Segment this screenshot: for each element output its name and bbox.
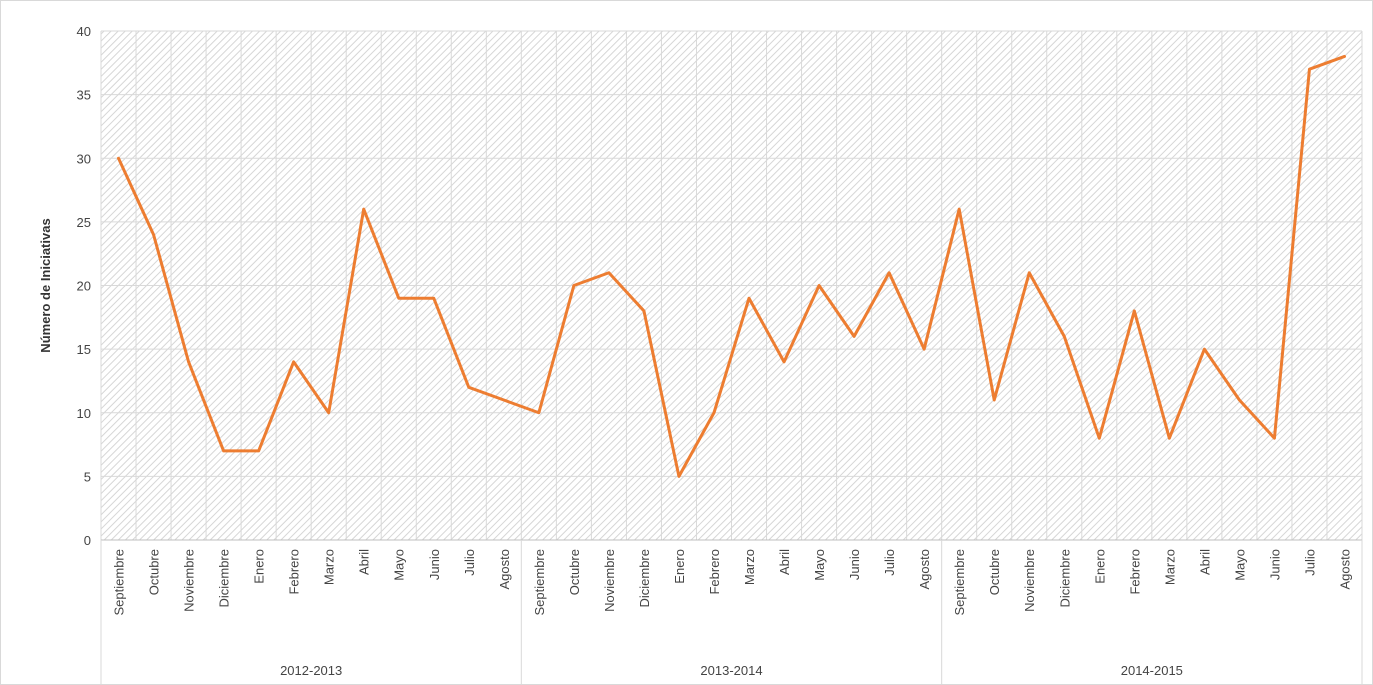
data-point xyxy=(117,157,120,160)
x-category-label: Abril xyxy=(777,549,792,575)
data-point xyxy=(152,233,155,236)
data-point xyxy=(888,271,891,274)
x-category-label: Enero xyxy=(672,549,687,584)
data-point xyxy=(748,297,751,300)
x-category-label: Agosto xyxy=(917,549,932,589)
data-point xyxy=(923,348,926,351)
series-line xyxy=(117,54,1346,478)
x-category-label: Julio xyxy=(1302,549,1317,576)
x-category-label: Febrero xyxy=(287,549,302,595)
y-tick-label: 10 xyxy=(77,406,91,421)
data-point xyxy=(1063,335,1066,338)
x-category-label: Marzo xyxy=(742,549,757,585)
data-point xyxy=(432,297,435,300)
x-group-label: 2014-2015 xyxy=(1121,663,1183,678)
data-point xyxy=(958,208,961,211)
data-point xyxy=(1273,437,1276,440)
x-category-label: Octubre xyxy=(147,549,162,595)
y-tick-label: 0 xyxy=(84,533,91,548)
x-category-label: Octubre xyxy=(987,549,1002,595)
data-point xyxy=(818,284,821,287)
x-category-label: Septiembre xyxy=(952,549,967,615)
data-point xyxy=(993,399,996,402)
x-category-label: Julio xyxy=(462,549,477,576)
y-tick-label: 35 xyxy=(77,88,91,103)
data-point xyxy=(502,399,505,402)
x-category-label: Marzo xyxy=(322,549,337,585)
x-category-label: Agosto xyxy=(1337,549,1352,589)
x-category-label: Febrero xyxy=(1127,549,1142,595)
y-tick-label: 25 xyxy=(77,215,91,230)
x-category-label: Abril xyxy=(1197,549,1212,575)
data-point xyxy=(642,309,645,312)
x-category-label: Diciembre xyxy=(1057,549,1072,608)
data-point xyxy=(222,449,225,452)
data-point xyxy=(327,411,330,414)
y-tick-label: 15 xyxy=(77,342,91,357)
data-point xyxy=(677,475,680,478)
x-category-label: Enero xyxy=(1092,549,1107,584)
x-category-label: Noviembre xyxy=(1022,549,1037,612)
y-axis-title: Número de Iniciativas xyxy=(38,218,53,352)
x-category-label: Noviembre xyxy=(182,549,197,612)
x-category-label: Marzo xyxy=(1162,549,1177,585)
data-point xyxy=(257,449,260,452)
x-category-label: Junio xyxy=(847,549,862,580)
data-point xyxy=(537,411,540,414)
x-category-label: Agosto xyxy=(497,549,512,589)
data-point xyxy=(712,411,715,414)
x-category-label: Mayo xyxy=(812,549,827,581)
x-category-label: Septiembre xyxy=(532,549,547,615)
x-category-label: Octubre xyxy=(567,549,582,595)
data-point xyxy=(1308,68,1311,71)
data-point xyxy=(1238,399,1241,402)
x-category-label: Abril xyxy=(357,549,372,575)
data-point xyxy=(467,386,470,389)
data-point xyxy=(1168,437,1171,440)
data-point xyxy=(572,284,575,287)
x-category-label: Junio xyxy=(1267,549,1282,580)
x-category-label: Noviembre xyxy=(602,549,617,612)
x-category-label: Mayo xyxy=(392,549,407,581)
x-category-label: Junio xyxy=(427,549,442,580)
x-group-label: 2013-2014 xyxy=(700,663,762,678)
x-category-label: Diciembre xyxy=(217,549,232,608)
y-tick-label: 30 xyxy=(77,151,91,166)
data-point xyxy=(292,360,295,363)
x-category-label: Mayo xyxy=(1232,549,1247,581)
data-point xyxy=(1098,437,1101,440)
y-tick-label: 40 xyxy=(77,24,91,39)
y-tick-label: 20 xyxy=(77,279,91,294)
x-category-label: Enero xyxy=(252,549,267,584)
x-category-label: Diciembre xyxy=(637,549,652,608)
data-point xyxy=(362,208,365,211)
y-tick-label: 5 xyxy=(84,469,91,484)
data-point xyxy=(607,271,610,274)
data-point xyxy=(1133,309,1136,312)
data-point xyxy=(397,297,400,300)
data-point xyxy=(1343,55,1346,58)
data-point xyxy=(187,360,190,363)
x-group-label: 2012-2013 xyxy=(280,663,342,678)
x-category-label: Julio xyxy=(882,549,897,576)
data-point xyxy=(853,335,856,338)
data-point xyxy=(783,360,786,363)
x-category-label: Febrero xyxy=(707,549,722,595)
data-point xyxy=(1028,271,1031,274)
x-category-label: Septiembre xyxy=(112,549,127,615)
data-point xyxy=(1203,348,1206,351)
